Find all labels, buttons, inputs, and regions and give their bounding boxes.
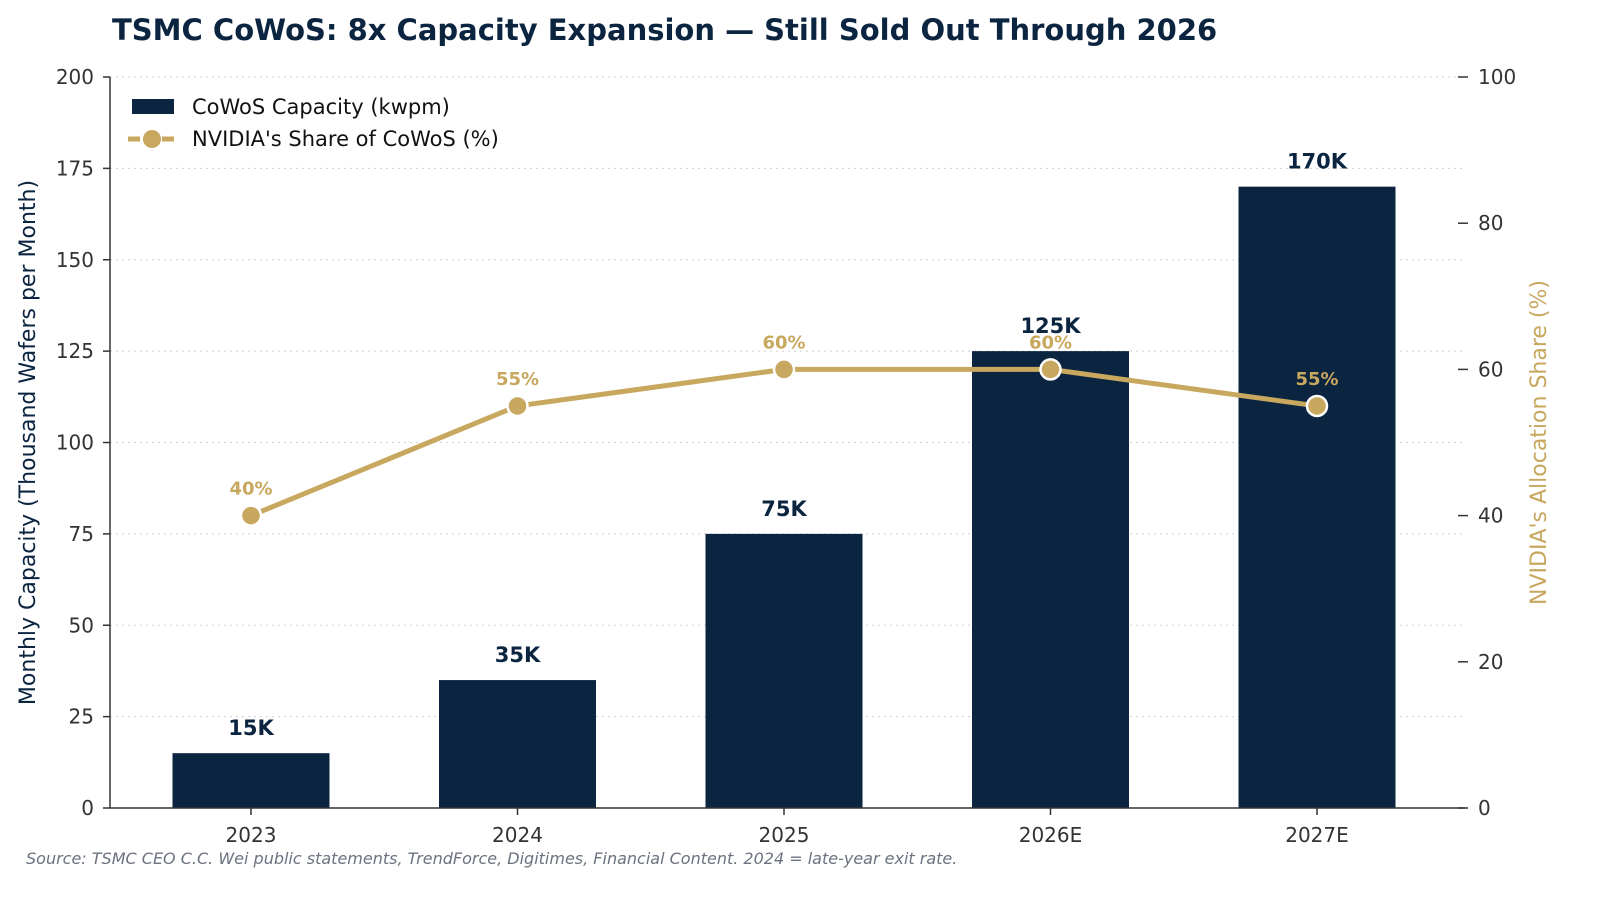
left-tick-label: 175	[56, 156, 94, 180]
bar-value-label: 15K	[228, 716, 274, 740]
left-tick-label: 200	[56, 65, 94, 89]
legend: CoWoS Capacity (kwpm) NVIDIA's Share of …	[128, 95, 499, 151]
bar	[439, 680, 596, 808]
bar-value-label: 75K	[761, 497, 807, 521]
left-tick-label: 125	[56, 339, 94, 363]
bar-series	[172, 186, 1396, 808]
left-tick-label: 0	[81, 796, 94, 820]
right-axis-ticks: 0 20 40 60 80 100	[1458, 65, 1516, 820]
legend-line-marker	[143, 130, 161, 148]
bar	[172, 753, 330, 808]
right-tick-label: 80	[1478, 211, 1503, 235]
right-tick-label: 40	[1478, 504, 1503, 528]
bar-labels: 15K 35K 75K 125K 170K	[228, 150, 1348, 741]
legend-bar-label: CoWoS Capacity (kwpm)	[192, 95, 450, 119]
right-tick-label: 20	[1478, 650, 1503, 674]
chart-title: TSMC CoWoS: 8x Capacity Expansion — Stil…	[112, 13, 1217, 47]
bar-value-label: 170K	[1287, 150, 1348, 174]
bar	[705, 533, 863, 808]
share-value-label: 55%	[496, 369, 539, 390]
share-point	[1039, 358, 1062, 381]
legend-bar-swatch	[132, 99, 174, 114]
x-tick-label: 2024	[492, 823, 543, 847]
x-tick-label: 2023	[226, 823, 277, 847]
left-tick-label: 150	[56, 248, 94, 272]
share-point	[772, 358, 796, 381]
left-tick-label: 50	[69, 613, 94, 637]
x-tick-label: 2026E	[1019, 823, 1083, 847]
bar	[1238, 186, 1396, 808]
y-axis-title: Monthly Capacity (Thousand Wafers per Mo…	[16, 180, 41, 705]
share-value-label: 60%	[1029, 332, 1072, 353]
left-tick-label: 25	[69, 705, 94, 729]
share-value-label: 60%	[762, 332, 805, 353]
bar	[972, 351, 1129, 808]
x-axis-ticks: 2023 2024 2025 2026E 2027E	[226, 808, 1349, 847]
x-tick-label: 2027E	[1285, 823, 1349, 847]
legend-line-label: NVIDIA's Share of CoWoS (%)	[192, 127, 499, 151]
x-tick-label: 2025	[759, 823, 810, 847]
bar-value-label: 125K	[1020, 314, 1081, 338]
bar-value-label: 35K	[495, 643, 541, 667]
share-point	[239, 504, 263, 527]
right-tick-label: 100	[1478, 65, 1516, 89]
line-labels: 40% 55% 60% 60% 55%	[229, 332, 1338, 499]
left-axis-ticks: 0 25 50 75 100 125 150 175 200	[56, 65, 110, 820]
share-point	[1305, 394, 1329, 418]
right-tick-label: 0	[1478, 796, 1491, 820]
left-tick-label: 75	[69, 522, 94, 546]
share-value-label: 40%	[229, 479, 272, 500]
right-tick-label: 60	[1478, 357, 1503, 381]
y2-axis-title: NVIDIA's Allocation Share (%)	[1527, 280, 1552, 605]
source-note: Source: TSMC CEO C.C. Wei public stateme…	[26, 849, 957, 868]
share-point	[506, 394, 529, 418]
left-tick-label: 100	[56, 431, 94, 455]
share-value-label: 55%	[1295, 369, 1338, 390]
line-series	[239, 358, 1329, 527]
